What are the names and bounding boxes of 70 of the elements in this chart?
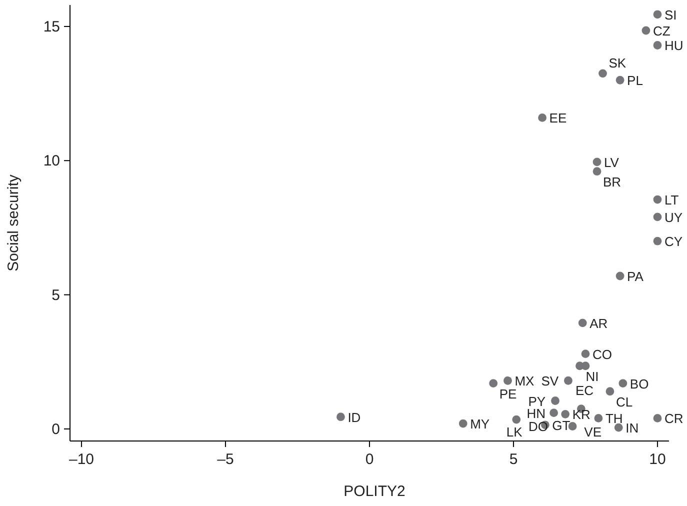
point (616, 76, 624, 84)
point (653, 212, 662, 222)
annotation: BR (603, 174, 622, 190)
point (592, 158, 602, 166)
annotation: LT (664, 192, 679, 208)
y-tick-label: 0 (52, 420, 60, 438)
annotation: ID (348, 410, 361, 425)
annotation: PA (627, 268, 644, 284)
annotation: PL (627, 73, 643, 88)
point (594, 414, 603, 422)
point (592, 167, 602, 176)
annotation: IN (626, 420, 639, 436)
y-axis-title: Social security (5, 174, 22, 272)
annotation: GT (552, 418, 570, 433)
annotation: CO (592, 346, 612, 362)
point (598, 69, 607, 78)
annotation: VE (584, 424, 602, 440)
annotation: SI (664, 7, 677, 22)
annotation: CL (616, 394, 633, 410)
x-tick-label: –10 (69, 451, 94, 468)
annotation: CR (664, 411, 684, 426)
x-tick-label: 10 (649, 451, 666, 468)
point (614, 423, 623, 432)
point (642, 26, 650, 35)
y-tick-label: 10 (43, 152, 60, 170)
point (564, 376, 572, 385)
point (336, 412, 345, 422)
annotation: MX (514, 374, 535, 389)
x-tick-label: –5 (217, 451, 234, 468)
point (578, 318, 587, 328)
point (504, 376, 512, 385)
point (653, 195, 662, 204)
point (618, 379, 628, 388)
y-tick-label: 5 (52, 286, 60, 304)
point (653, 236, 662, 246)
annotation: HU (664, 38, 684, 54)
point (581, 350, 590, 358)
annotation: CY (664, 234, 683, 250)
annotation: NI (586, 368, 599, 384)
annotation: SK (608, 55, 626, 70)
y-tick-label: 15 (43, 18, 60, 36)
point (561, 410, 570, 418)
x-tick-label: 0 (365, 451, 374, 468)
annotation: CZ (652, 23, 670, 38)
annotation: EE (549, 110, 567, 126)
point (653, 41, 662, 50)
annotation: LK (506, 424, 523, 440)
point (538, 113, 546, 122)
point (489, 379, 498, 388)
annotation: AR (590, 316, 608, 331)
point (458, 419, 468, 428)
annotation: PE (499, 386, 518, 402)
point (550, 408, 558, 418)
annotation: BO (630, 376, 649, 392)
annotation: LV (604, 154, 620, 170)
point (653, 10, 662, 19)
point (551, 396, 560, 405)
point (653, 414, 662, 422)
annotation: SV (541, 374, 559, 389)
x-tick-label: 5 (509, 451, 518, 468)
point (606, 387, 614, 396)
annotation: TH (605, 411, 623, 426)
annotation: EC (575, 382, 594, 398)
annotation: UY (664, 210, 683, 225)
annotation: MY (470, 416, 490, 432)
point (512, 415, 521, 424)
annotation: KR (572, 407, 590, 422)
x-axis-title: POLITY2 (344, 483, 406, 500)
annotation: DO (528, 419, 548, 434)
point (616, 272, 624, 280)
